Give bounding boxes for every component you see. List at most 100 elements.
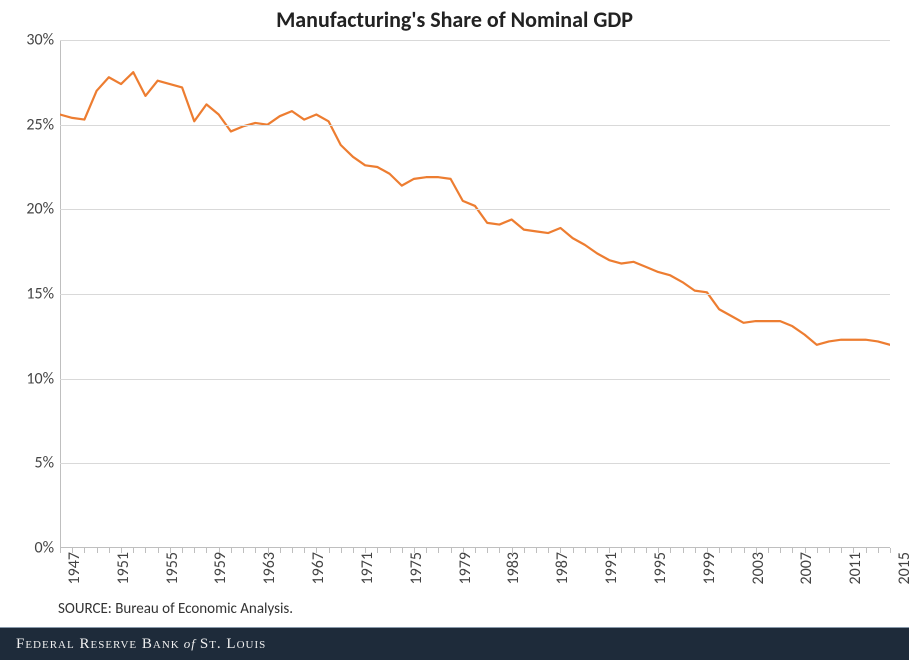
y-gridline [60,125,890,126]
x-tick-mark [499,548,500,553]
x-tick-mark [890,548,891,553]
x-tick-mark [744,548,745,553]
footer-text-after: St. Louis [200,636,266,653]
x-tick-mark [292,548,293,553]
chart-title: Manufacturing's Share of Nominal GDP [0,0,909,33]
x-tick-mark [585,548,586,553]
x-tick-mark [597,548,598,553]
x-tick-mark [536,548,537,553]
x-tick-mark [341,548,342,553]
x-tick-mark [524,548,525,553]
x-tick-mark [243,548,244,553]
x-tick-mark [402,548,403,553]
chart-plot-area: 0%5%10%15%20%25%30%194719511955195919631… [60,40,890,548]
x-tick-label: 1983 [504,552,523,584]
x-tick-mark [84,548,85,553]
x-tick-label: 1971 [358,552,377,584]
x-tick-mark [170,548,171,553]
x-tick-mark [231,548,232,553]
x-tick-mark [878,548,879,553]
y-gridline [60,209,890,210]
x-tick-label: 1955 [163,552,182,584]
x-tick-label: 1959 [211,552,230,584]
x-tick-mark [695,548,696,553]
x-tick-mark [768,548,769,553]
x-tick-mark [792,548,793,553]
x-tick-mark [365,548,366,553]
x-tick-mark [646,548,647,553]
x-tick-label: 1999 [700,552,719,584]
x-tick-mark [817,548,818,553]
x-tick-mark [829,548,830,553]
y-gridline [60,294,890,295]
x-tick-label: 1951 [114,552,133,584]
y-gridline [60,40,890,41]
x-tick-mark [109,548,110,553]
y-tick-label: 25% [26,115,54,134]
y-tick-label: 10% [26,369,54,388]
x-tick-mark [463,548,464,553]
x-tick-mark [573,548,574,553]
x-tick-mark [805,548,806,553]
x-tick-mark [414,548,415,553]
x-tick-mark [145,548,146,553]
x-tick-mark [475,548,476,553]
x-tick-mark [621,548,622,553]
x-tick-label: 2007 [797,552,816,584]
x-tick-mark [560,548,561,553]
x-tick-mark [133,548,134,553]
footer-text-before: Federal Reserve Bank [16,636,180,653]
y-gridline [60,379,890,380]
x-tick-label: 2011 [846,552,865,584]
x-tick-mark [377,548,378,553]
x-tick-mark [329,548,330,553]
x-tick-label: 2015 [895,552,909,584]
x-tick-mark [255,548,256,553]
x-tick-mark [866,548,867,553]
x-tick-mark [487,548,488,553]
x-tick-mark [97,548,98,553]
x-tick-label: 1967 [309,552,328,584]
x-tick-mark [353,548,354,553]
x-tick-mark [658,548,659,553]
x-tick-mark [670,548,671,553]
x-tick-mark [316,548,317,553]
x-tick-mark [841,548,842,553]
x-tick-label: 1975 [407,552,426,584]
x-tick-label: 1979 [456,552,475,584]
x-tick-mark [683,548,684,553]
source-attribution: SOURCE: Bureau of Economic Analysis. [58,600,293,618]
x-tick-label: 1963 [260,552,279,584]
x-tick-mark [548,548,549,553]
x-tick-mark [390,548,391,553]
x-tick-mark [609,548,610,553]
x-tick-mark [780,548,781,553]
x-tick-mark [634,548,635,553]
x-tick-mark [60,548,61,553]
y-tick-label: 15% [26,285,54,304]
x-tick-mark [756,548,757,553]
x-tick-mark [512,548,513,553]
y-tick-label: 0% [34,539,54,558]
x-tick-label: 2003 [749,552,768,584]
x-tick-mark [280,548,281,553]
footer-bar: Federal Reserve Bank of St. Louis [0,627,909,660]
x-tick-mark [719,548,720,553]
x-tick-mark [182,548,183,553]
y-gridline [60,463,890,464]
x-tick-mark [707,548,708,553]
x-tick-mark [426,548,427,553]
x-tick-mark [219,548,220,553]
x-tick-mark [304,548,305,553]
x-tick-label: 1987 [553,552,572,584]
x-tick-mark [731,548,732,553]
x-tick-mark [194,548,195,553]
x-tick-mark [451,548,452,553]
x-tick-label: 1991 [602,552,621,584]
x-tick-mark [158,548,159,553]
x-tick-mark [438,548,439,553]
x-tick-mark [268,548,269,553]
x-tick-mark [121,548,122,553]
x-tick-mark [72,548,73,553]
x-tick-label: 1947 [65,552,84,584]
